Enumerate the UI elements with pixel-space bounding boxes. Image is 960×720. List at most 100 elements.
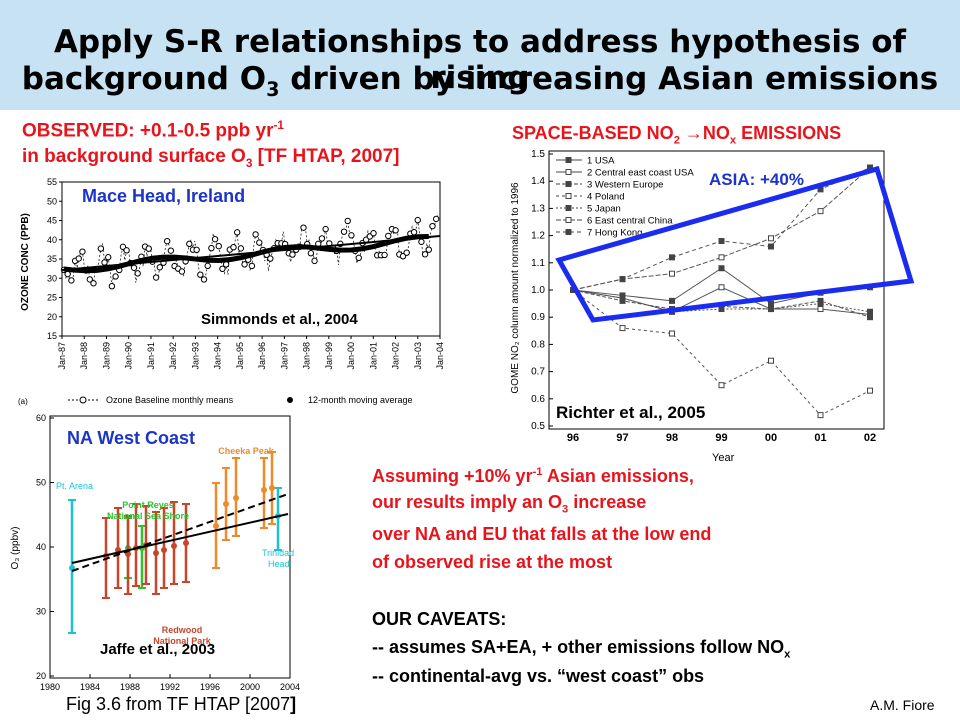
mace-head-panel-tag: (a) — [18, 397, 28, 406]
mace-head-ytick-label: 45 — [47, 216, 57, 226]
mace-head-monthly-point — [392, 227, 399, 234]
na-xtick-label: 1980 — [40, 682, 60, 692]
mace-head-xtick-label: Jan-97 — [279, 342, 289, 370]
redwood-point — [153, 550, 159, 556]
mace-head-monthly-point — [123, 247, 130, 254]
gome-xtick-label: 97 — [616, 432, 629, 444]
gome-citation: Richter et al., 2005 — [556, 403, 706, 422]
legend-monthly-marker — [79, 396, 87, 404]
mace-head-monthly-point — [152, 274, 160, 281]
mace-head-ytick-label: 30 — [47, 273, 57, 283]
mace-head-citation: Simmonds et al., 2004 — [201, 311, 358, 328]
mace-head-monthly-point — [252, 231, 259, 238]
mace-head-monthly-point — [208, 244, 215, 252]
gome-x-axis: 96 97 98 99 00 01 02 — [528, 432, 910, 452]
gome-xtick-label: 00 — [764, 432, 778, 444]
mace-head-monthly-point — [414, 216, 421, 224]
mace-head-ytick-label: 20 — [47, 312, 57, 322]
point-reyes-label-2: National Sea Shore — [107, 511, 189, 521]
slide-title-line2: background O3 driven by increasing Asian… — [21, 61, 939, 102]
gome-ytick-label: 0.9 — [531, 312, 545, 323]
legend-average-marker — [287, 397, 293, 403]
mace-head-xtick-label: Jan-04 — [435, 342, 445, 370]
mace-head-monthly-point — [344, 217, 351, 225]
gome-legend-label: 7 Hong Kong — [587, 228, 642, 239]
na-site-label: NA West Coast — [67, 428, 196, 448]
mace-head-monthly-point — [108, 282, 116, 290]
gome-series-point — [619, 276, 626, 283]
mace-head-ytick-label: 35 — [47, 254, 57, 264]
gome-series-point — [669, 254, 675, 261]
gome-series-point — [619, 325, 626, 332]
mace-head-monthly-point — [204, 262, 211, 270]
gome-series-point — [768, 357, 774, 364]
na-ytick-label: 20 — [36, 671, 46, 681]
na-xtick-label: 1984 — [80, 682, 100, 692]
mace-head-ylabel: OZONE CONC (PPB) — [20, 213, 31, 311]
mace-head-xtick-label: Jan-89 — [101, 342, 111, 370]
gome-ytick-label: 0.5 — [531, 421, 545, 432]
assuming-line4: of observed rise at the most — [372, 552, 613, 572]
mace-head-monthly-point — [381, 251, 388, 259]
gome-xtick-label: 96 — [566, 432, 580, 444]
mace-head-ytick-label: 40 — [47, 235, 57, 245]
na-xtick-label: 1988 — [120, 682, 140, 692]
na-ytick-label: 60 — [36, 413, 46, 423]
gome-legend-marker — [565, 205, 572, 211]
gome-ytick-label: 1.4 — [531, 176, 545, 187]
gome-series-point — [718, 265, 725, 272]
mace-head-xtick-label: Jan-00 — [346, 342, 356, 370]
mace-head-monthly-point — [75, 255, 82, 262]
mace-head-xtick-label: Jan-87 — [57, 342, 67, 370]
gome-xlabel: Year — [712, 452, 735, 464]
mace-head-xtick-label: Jan-93 — [190, 342, 200, 370]
mace-head-monthly-point — [90, 280, 97, 287]
gome-series-point — [768, 306, 774, 313]
mace-head-xtick-label: Jan-98 — [302, 342, 312, 370]
caveats-heading: OUR CAVEATS: — [372, 609, 507, 629]
mace-head-monthly-point — [385, 232, 392, 240]
mace-head-monthly-point — [267, 255, 274, 262]
assuming-line1: Assuming +10% yr-1 Asian emissions, — [372, 466, 694, 486]
mace-head-monthly-point — [156, 264, 164, 271]
gome-series-point — [817, 208, 824, 215]
gome-legend-label: 1 USA — [587, 156, 615, 167]
gome-legend-label: 6 East central China — [587, 216, 673, 227]
mace-head-monthly-point — [241, 261, 248, 268]
mace-head-monthly-point — [130, 264, 138, 271]
na-ytick-label: 50 — [36, 478, 46, 488]
mace-head-monthly-point — [134, 270, 141, 277]
gome-ytick-label: 1.0 — [531, 285, 545, 296]
gome-xtick-label: 02 — [863, 432, 877, 444]
observed-line2: in background surface O3 [TF HTAP, 2007] — [22, 146, 400, 170]
gome-series-point — [669, 330, 675, 337]
mace-head-monthly-point — [178, 268, 186, 275]
mace-head-monthly-point — [300, 224, 307, 231]
mace-head-monthly-point — [410, 228, 418, 236]
mace-head-monthly-point — [233, 229, 241, 236]
observed-line1: OBSERVED: +0.1-0.5 ppb yr-1 — [22, 119, 284, 142]
na-citation: Jaffe et al., 2003 — [100, 641, 216, 658]
mace-head-monthly-point — [237, 245, 245, 252]
trinidad-label-1: Trinidad — [262, 548, 294, 558]
mace-head-monthly-point — [370, 230, 377, 237]
cheeka-peak-point — [223, 501, 229, 507]
mace-head-monthly-point — [230, 243, 237, 251]
caveat-1: -- assumes SA+EA, + other emissions foll… — [372, 637, 791, 661]
gome-ytick-label: 1.5 — [531, 149, 545, 160]
point-reyes-label-1: Point Reyes — [122, 500, 174, 510]
pt-arena-label: Pt. Arena — [56, 481, 93, 491]
gome-xtick-label: 98 — [665, 432, 679, 444]
mace-head-monthly-point — [403, 249, 410, 256]
assuming-line3: over NA and EU that falls at the low end — [372, 524, 712, 544]
mace-head-monthly-point — [429, 222, 436, 230]
gome-legend-label: 2 Central east coast USA — [587, 168, 694, 179]
mace-head-monthly-point — [64, 270, 71, 278]
mace-head-monthly-point — [289, 251, 296, 258]
na-trend-dashed — [71, 493, 289, 572]
gome-series-point — [718, 284, 725, 291]
mace-head-monthly-point — [193, 246, 200, 254]
mace-head-xtick-label: Jan-94 — [213, 342, 223, 370]
gome-series-point — [867, 308, 873, 315]
gome-ylabel: GOME NO₂ column amount normalized to 199… — [510, 182, 521, 394]
